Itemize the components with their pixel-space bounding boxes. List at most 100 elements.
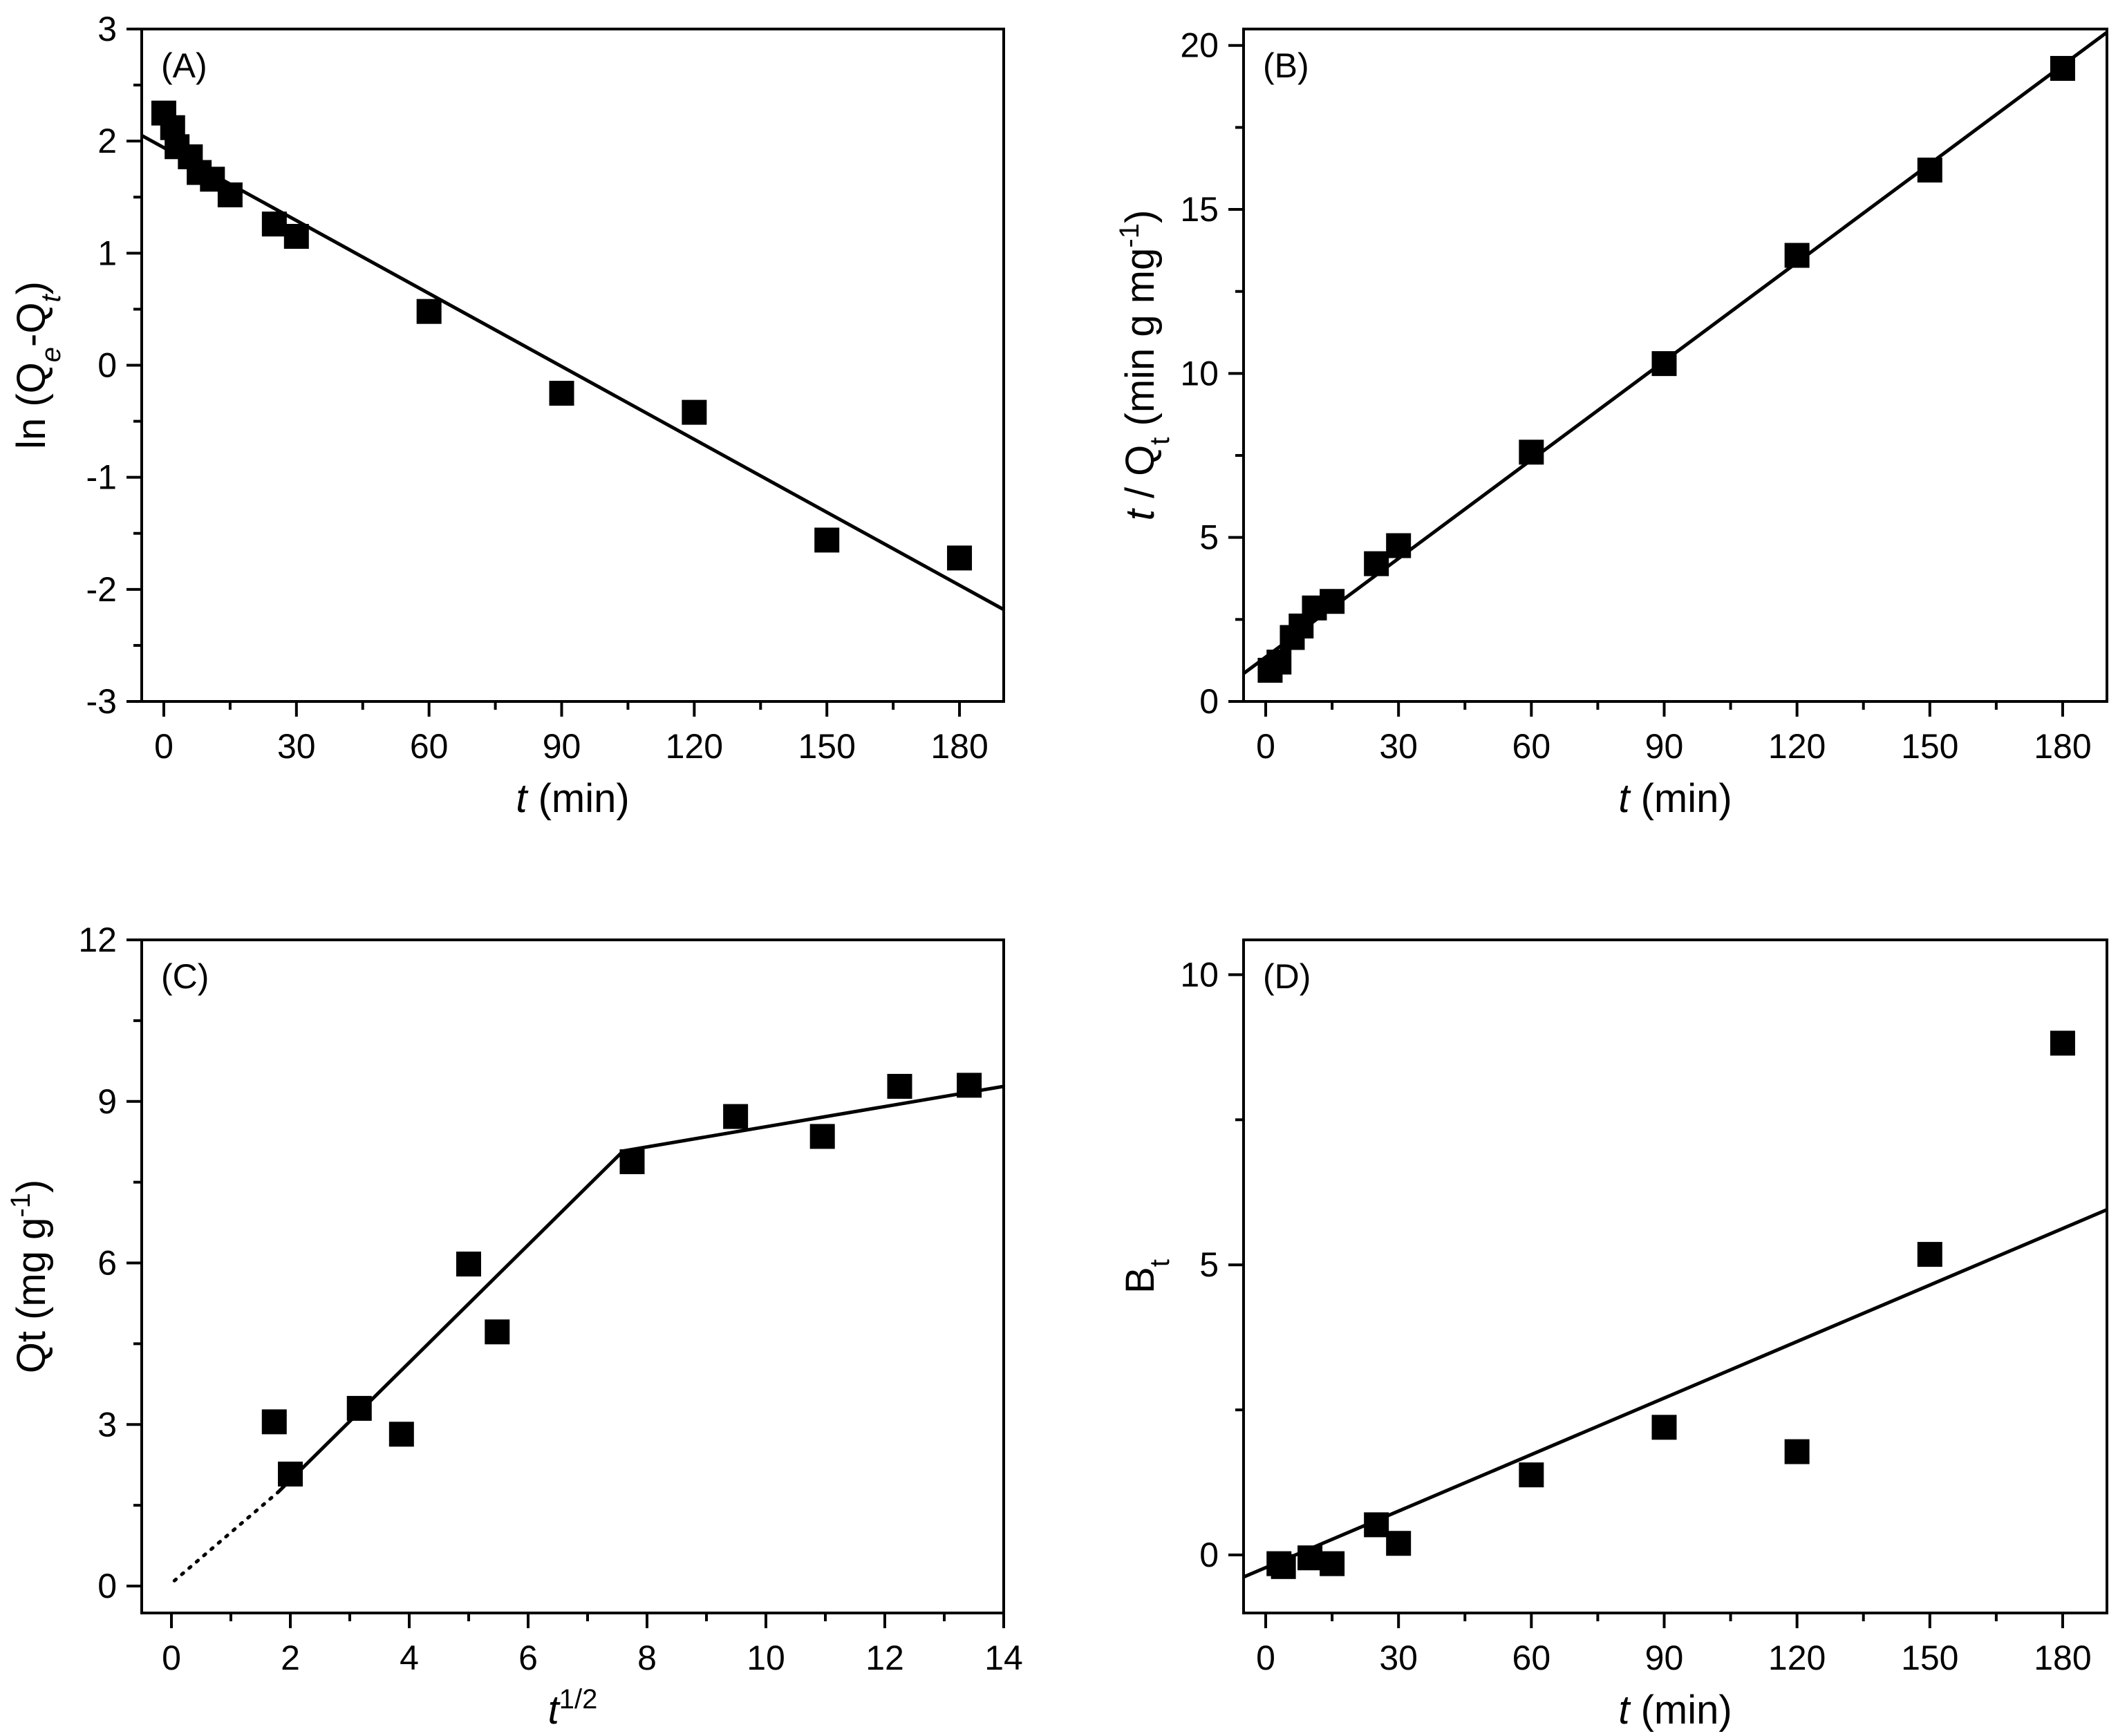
x-tick-label: 30	[1379, 727, 1418, 766]
y-tick-label: 3	[97, 10, 117, 48]
x-tick-label: 90	[1645, 727, 1684, 766]
y-tick-label: -3	[86, 682, 117, 721]
data-point	[346, 1395, 372, 1421]
x-axis-label: t (min)	[1618, 776, 1732, 821]
data-point	[416, 299, 442, 324]
y-tick-label: 0	[97, 346, 117, 385]
y-tick-label: 2	[97, 122, 117, 160]
x-axis-label: t (min)	[516, 776, 629, 821]
y-tick-label: 5	[1199, 1245, 1219, 1284]
panel-d: 0 30 60 90 120 150 180 0 5 10 (D) t (min) Bt	[1118, 938, 2108, 1733]
x-axis-label: t1/2	[548, 1684, 598, 1733]
x-tick-label: 30	[1379, 1639, 1418, 1677]
x-tick-label: 2	[281, 1639, 300, 1677]
data-point	[278, 1461, 303, 1487]
panel-label: (B)	[1263, 46, 1309, 85]
x-tick-label: 60	[1512, 727, 1551, 766]
data-point	[1784, 1439, 1810, 1464]
data-point	[1297, 1545, 1323, 1571]
x-tick-label: 120	[1768, 727, 1826, 766]
y-tick-label: 0	[1199, 682, 1219, 721]
x-tick-label: 150	[1901, 727, 1958, 766]
panel-label: (D)	[1263, 957, 1311, 996]
plot-frame	[1242, 28, 2108, 703]
x-tick-label: 150	[798, 727, 855, 766]
x-tick-label: 90	[1645, 1639, 1684, 1677]
y-axis-label: Qt (mg g-1)	[6, 1180, 54, 1374]
fit-line	[623, 1084, 1004, 1153]
data-point	[682, 399, 707, 425]
y-tick-label: 3	[97, 1405, 117, 1444]
panel-b: 0 30 60 90 120 150 180 0 5 10 15 20 (B) t (min) t / Qt…	[1114, 26, 2108, 821]
plot-frame	[140, 938, 1005, 1614]
data-point	[957, 1073, 982, 1098]
x-tick-label: 0	[1256, 727, 1275, 766]
data-point	[1320, 589, 1345, 614]
y-tick-label: 10	[1180, 955, 1219, 994]
data-point	[619, 1149, 645, 1175]
plot-frame	[1242, 938, 2108, 1614]
data-point	[485, 1319, 510, 1345]
y-axis-label: Bt	[1118, 1259, 1175, 1294]
data-point	[261, 211, 287, 237]
x-tick-label: 0	[154, 727, 174, 766]
data-point	[1651, 351, 1677, 377]
data-point	[1651, 1415, 1677, 1440]
x-tick-label: 6	[518, 1639, 538, 1677]
data-point	[456, 1252, 481, 1277]
data-point	[1519, 1462, 1544, 1488]
data-point	[261, 1409, 287, 1435]
data-point	[1271, 1554, 1296, 1579]
y-tick-label: 0	[1199, 1536, 1219, 1574]
data-point	[723, 1104, 749, 1129]
y-axis-label: t / Qt (min g mg-1)	[1114, 210, 1175, 521]
y-tick-label: 5	[1199, 518, 1219, 557]
fit-line	[142, 133, 1004, 612]
y-tick-label: -2	[86, 570, 117, 609]
y-tick-label: 15	[1180, 190, 1219, 229]
x-tick-label: 120	[1768, 1639, 1826, 1677]
x-axis-label: t (min)	[1618, 1688, 1732, 1733]
panel-a: 0 30 60 90 120 150 180 -3 -2 -1 0 1 2 3 (A) t (min) ln (…	[9, 10, 1005, 821]
y-axis-label: ln (Qe-Qt)	[9, 281, 66, 449]
x-tick-label: 10	[747, 1639, 785, 1677]
panel-c: 0 2 4 6 8 10 12 14 0 3 6 9 12 (C) t1/2 Qt (mg g-1)	[6, 921, 1023, 1733]
x-tick-label: 4	[400, 1639, 419, 1677]
panel-label: (A)	[161, 46, 207, 85]
y-tick-label: 20	[1180, 26, 1219, 65]
x-tick-label: 90	[543, 727, 581, 766]
data-point	[1364, 551, 1389, 576]
data-point	[1320, 1551, 1345, 1576]
panel-label: (C)	[161, 957, 209, 996]
data-point	[2050, 55, 2075, 81]
x-tick-label: 0	[162, 1639, 181, 1677]
data-point	[809, 1124, 835, 1149]
data-point	[1519, 440, 1544, 465]
y-tick-label: -1	[86, 458, 117, 497]
x-tick-label: 30	[277, 727, 316, 766]
data-point	[1386, 533, 1412, 558]
data-point	[2050, 1030, 2075, 1056]
data-point	[887, 1073, 912, 1099]
data-point	[217, 182, 243, 208]
x-tick-label: 180	[2034, 1639, 2091, 1677]
data-point	[1364, 1512, 1389, 1538]
x-tick-label: 8	[637, 1639, 657, 1677]
x-tick-label: 12	[865, 1639, 904, 1677]
data-point	[549, 381, 574, 406]
y-tick-label: 10	[1180, 354, 1219, 393]
data-point	[1917, 1242, 1942, 1267]
data-point	[1784, 243, 1810, 268]
data-point	[1386, 1531, 1412, 1556]
y-tick-label: 9	[97, 1082, 117, 1121]
y-tick-label: 6	[97, 1244, 117, 1283]
fit-line	[277, 1149, 625, 1493]
x-tick-label: 120	[666, 727, 723, 766]
data-point	[947, 545, 973, 571]
data-point	[388, 1422, 414, 1447]
plot-frame	[140, 28, 1005, 703]
y-tick-label: 12	[78, 921, 117, 959]
y-tick-label: 1	[97, 234, 117, 272]
x-tick-label: 60	[1512, 1639, 1551, 1677]
